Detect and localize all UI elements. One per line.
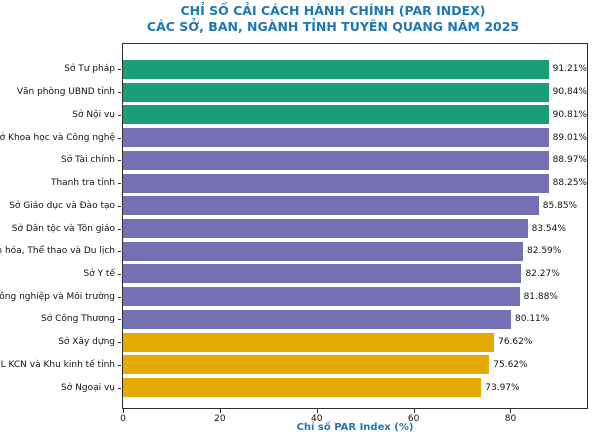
value-label: 90.81% (552, 109, 587, 120)
bar-row: Sở Văn hóa, Thể thao và Du lịch 82.59% (0, 240, 587, 263)
y-tick-mark (118, 114, 121, 116)
bar (123, 82, 549, 102)
value-label: 75.62% (493, 359, 528, 370)
category-label: Sở Tư pháp (64, 64, 115, 75)
bar-row: Sở Khoa học và Công nghệ 89.01% (0, 126, 587, 149)
x-tick-mark (219, 409, 221, 413)
x-tick-label: 0 (120, 414, 126, 424)
chart-title-line1: CHỈ SỐ CẢI CÁCH HÀNH CHÍNH (PAR INDEX) (180, 3, 486, 18)
category-label: Sở Y tế (83, 268, 115, 279)
y-tick-mark (118, 228, 121, 230)
chart-title-line2: CÁC SỞ, BAN, NGÀNH TỈNH TUYÊN QUANG NĂM … (146, 19, 520, 34)
bar (123, 128, 549, 148)
value-label: 85.85% (542, 200, 578, 211)
bar-row: Sở Nông nghiệp và Môi trường 81.88% (0, 285, 587, 308)
chart-title: CHỈ SỐ CẢI CÁCH HÀNH CHÍNH (PAR INDEX) C… (100, 3, 566, 35)
value-label: 73.97% (485, 382, 520, 393)
bar-row: Sở Dân tộc và Tôn giáo 83.54% (12, 217, 587, 240)
y-tick-mark (118, 342, 121, 344)
x-tick-label: 20 (214, 414, 226, 424)
y-tick-mark (118, 137, 121, 139)
value-label: 81.88% (523, 291, 558, 302)
x-tick-label: 60 (407, 414, 420, 424)
bar-row: Sở Công Thương 80.11% (41, 308, 587, 331)
y-tick-mark (118, 251, 121, 253)
y-tick-mark (118, 69, 121, 71)
bar (123, 173, 549, 193)
value-label: 88.25% (552, 178, 587, 189)
bar (123, 150, 549, 170)
x-tick-mark (413, 409, 415, 413)
bar (123, 59, 549, 79)
category-label: Sở Giáo dục và Đào tạo (9, 200, 115, 211)
bar (123, 378, 482, 398)
bar (123, 287, 520, 307)
value-label: 89.01% (552, 132, 587, 143)
value-label: 91.21% (552, 64, 587, 75)
bar (123, 264, 522, 284)
bar-row: Sở Nội vụ 90.81% (72, 103, 587, 126)
bar (123, 219, 528, 238)
category-label: Thanh tra tỉnh (50, 178, 115, 189)
bar (123, 241, 524, 261)
y-tick-mark (118, 296, 121, 298)
category-label: Văn phòng UBND tỉnh (16, 87, 115, 98)
x-tick-label: 80 (504, 414, 517, 424)
y-tick-mark (118, 319, 121, 321)
bar-row: Văn phòng UBND tỉnh 90.84% (17, 81, 587, 104)
bar-row: Thanh tra tỉnh 88.25% (51, 172, 587, 195)
bar-row: Sở Giáo dục và Đào tạo 85.85% (9, 194, 587, 217)
plot-area: Sở Tư pháp 91.21% Văn phòng UBND tỉnh 90.84… (0, 43, 588, 424)
x-axis-label: Chỉ số PAR Index (%) (296, 422, 414, 433)
category-label: Sở Tài chính (61, 155, 115, 166)
x-tick-mark (316, 409, 318, 413)
bar-row: Sở Xây dựng 76.62% (58, 331, 587, 354)
category-label: Sở Ngoại vụ (61, 382, 115, 393)
bar (123, 196, 539, 216)
value-label: 82.27% (525, 268, 560, 279)
x-tick-mark (510, 409, 512, 413)
value-label: 83.54% (531, 223, 566, 234)
y-tick-mark (118, 205, 121, 207)
value-label: 80.11% (515, 314, 550, 325)
bar-row: BQL KCN và Khu kinh tế tỉnh 75.62% (0, 354, 587, 377)
y-tick-mark (118, 364, 121, 366)
y-tick-mark (118, 160, 121, 162)
bar-row: Sở Tư pháp 91.21% (64, 58, 587, 81)
bars-area: Sở Tư pháp 91.21% Văn phòng UBND tỉnh 90.84… (0, 58, 587, 399)
value-label: 88.97% (552, 155, 587, 166)
category-label: Sở Xây dựng (58, 337, 115, 348)
bar-row: Sở Ngoại vụ 73.97% (61, 376, 587, 399)
value-label: 82.59% (527, 246, 562, 257)
bar (123, 105, 549, 125)
value-label: 90.84% (552, 87, 587, 98)
bar-row: Sở Y tế 82.27% (83, 263, 587, 286)
category-label: Sở Dân tộc và Tôn giáo (11, 223, 115, 234)
category-label: Sở Nông nghiệp và Môi trường (0, 291, 115, 302)
category-label: Sở Văn hóa, Thể thao và Du lịch (0, 246, 115, 257)
category-label: Sở Khoa học và Công nghệ (0, 132, 115, 143)
category-label: Sở Công Thương (41, 314, 115, 325)
y-tick-mark (118, 92, 121, 94)
y-tick-mark (118, 273, 121, 275)
bar (123, 355, 490, 375)
value-label: 76.62% (498, 337, 533, 348)
x-tick-mark (123, 409, 124, 413)
bar-row: Sở Tài chính 88.97% (61, 149, 587, 172)
y-tick-mark (118, 183, 121, 185)
x-tick-label: 40 (311, 414, 323, 424)
category-label: Sở Nội vụ (72, 109, 115, 120)
y-tick-mark (118, 387, 121, 389)
category-label: BQL KCN và Khu kinh tế tỉnh (0, 359, 115, 370)
bar (123, 332, 495, 352)
bar (123, 309, 511, 329)
